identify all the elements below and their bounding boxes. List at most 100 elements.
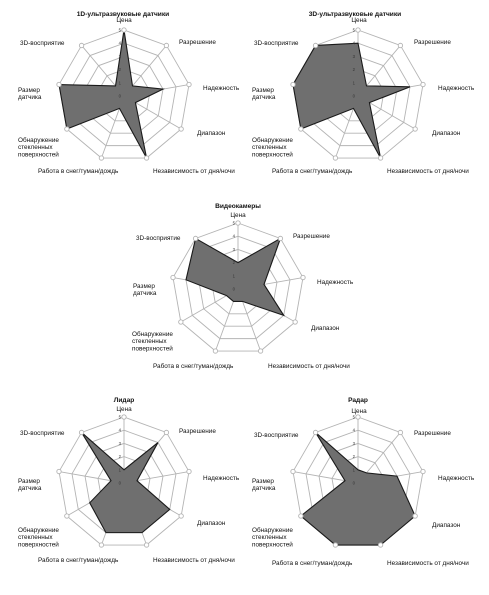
radial-tick-label: 3	[233, 247, 236, 252]
axis-end-marker	[290, 81, 296, 88]
axis-end-marker	[178, 126, 184, 132]
radar-chart-3: Видеокамеры 0 1 2 3 4 5 Цена Разрешение Надежност…	[132, 203, 354, 370]
axis-end-marker	[64, 513, 70, 519]
axis-label: Диапазон	[432, 522, 461, 529]
axis-label: Независимость от дня/ночи	[387, 560, 469, 567]
axis-end-marker	[355, 27, 361, 33]
axis-label: Разрешение	[293, 233, 330, 240]
axis-label: Цена	[230, 212, 246, 219]
axis-end-marker	[355, 414, 361, 420]
axis-label: Разрешение	[414, 39, 451, 46]
axis-end-marker	[78, 42, 85, 49]
grid-ring	[97, 69, 151, 122]
axis-label: Размер датчика	[18, 87, 42, 101]
axis-label: Размер датчика	[133, 283, 157, 297]
radial-tick-label: 5	[353, 415, 356, 420]
axis-end-marker	[178, 513, 184, 519]
axis-label: Работа в снег/туман/дождь	[38, 167, 119, 175]
axis-label: Разрешение	[179, 39, 216, 46]
radial-tick-label: 1	[233, 273, 236, 278]
data-area	[292, 42, 411, 159]
axis-label: Работа в снег/туман/дождь	[272, 559, 353, 567]
radial-tick-label: 1	[353, 467, 356, 472]
radial-tick-label: 0	[119, 94, 122, 99]
axis-label: 3D-восприятие	[136, 235, 181, 242]
axis-label: Цена	[116, 406, 132, 413]
axis-end-marker	[186, 468, 192, 475]
axis-label: Надежность	[438, 475, 475, 482]
axis-label: Надежность	[438, 85, 475, 92]
axis-label: Надежность	[203, 85, 240, 92]
axis-end-marker	[300, 274, 306, 281]
radial-tick-label: 1	[353, 80, 356, 85]
axis-label: Размер датчика	[18, 478, 42, 492]
axis-end-marker	[290, 468, 296, 475]
axis-end-marker	[121, 414, 127, 420]
axis-label: 3D-восприятие	[20, 40, 65, 47]
axis-end-marker	[56, 468, 62, 475]
axis-end-marker	[98, 155, 105, 161]
axis-end-marker	[163, 42, 170, 49]
axis-label: Независимость от дня/ночи	[387, 168, 469, 175]
radial-tick-label: 0	[353, 94, 356, 99]
grid-ring	[172, 222, 304, 352]
axis-label: Обнаружение стекленных поверхностей	[132, 330, 173, 352]
axis-label: Обнаружение стекленных поверхностей	[18, 136, 59, 158]
grid-ring	[71, 42, 177, 147]
axis-end-marker	[412, 126, 418, 132]
radial-tick-label: 0	[119, 481, 122, 486]
axis-end-marker	[170, 274, 176, 281]
axis-end-marker	[292, 319, 298, 325]
axis-end-marker	[397, 429, 404, 436]
data-area	[81, 432, 171, 534]
axis-end-marker	[412, 513, 418, 519]
axis-label: Цена	[116, 17, 132, 24]
axis-label: Цена	[351, 17, 367, 24]
axis-end-marker	[397, 42, 404, 49]
axis-end-marker	[212, 348, 219, 354]
chart-title: 3D-ультразвуковые датчики	[309, 11, 401, 18]
axis-end-marker	[298, 513, 304, 519]
axis-label: Работа в снег/туман/дождь	[272, 167, 353, 175]
axis-end-marker	[143, 542, 150, 548]
radial-tick-label: 5	[233, 221, 236, 226]
axis-end-marker	[332, 155, 339, 161]
chart-title: Видеокамеры	[215, 203, 261, 210]
axis-end-marker	[420, 81, 426, 88]
axis-label: Диапазон	[197, 520, 226, 527]
axis-end-marker	[298, 126, 304, 132]
radial-tick-label: 2	[353, 67, 356, 72]
radar-chart-2: 3D-ультразвуковые датчики 0 1 2 3 4 5 Цена Разре…	[252, 11, 475, 175]
axis-end-marker	[186, 81, 192, 88]
data-area	[299, 432, 416, 546]
radial-tick-label: 3	[119, 441, 122, 446]
axis-label: Независимость от дня/ночи	[268, 363, 350, 370]
axis-end-marker	[312, 42, 319, 49]
axis-label: 3D-восприятие	[254, 432, 299, 439]
radial-tick-label: 3	[353, 54, 356, 59]
radial-tick-label: 3	[353, 441, 356, 446]
radial-tick-label: 2	[233, 260, 236, 265]
axis-label: Размер датчика	[252, 478, 276, 492]
grid-ring	[58, 29, 190, 159]
axis-label: Обнаружение стекленных поверхностей	[252, 526, 293, 548]
axis-end-marker	[235, 220, 241, 226]
axis-label: Работа в снег/туман/дождь	[38, 556, 119, 564]
axis-end-marker	[377, 542, 384, 548]
radial-tick-label: 5	[119, 28, 122, 33]
axis-label: Цена	[351, 408, 367, 415]
radial-tick-label: 3	[119, 54, 122, 59]
axis-end-marker	[377, 155, 384, 161]
radial-tick-label: 0	[353, 481, 356, 486]
axis-end-marker	[420, 468, 426, 475]
radial-tick-label: 2	[353, 454, 356, 459]
axis-end-marker	[78, 429, 85, 436]
axis-end-marker	[121, 27, 127, 33]
radial-tick-label: 5	[353, 28, 356, 33]
axis-label: Размер датчика	[252, 87, 276, 101]
axis-label: 3D-восприятие	[254, 40, 299, 47]
grid-ring	[84, 55, 164, 134]
axis-end-marker	[178, 319, 184, 325]
axis-label: Диапазон	[432, 130, 461, 137]
axis-end-marker	[163, 429, 170, 436]
